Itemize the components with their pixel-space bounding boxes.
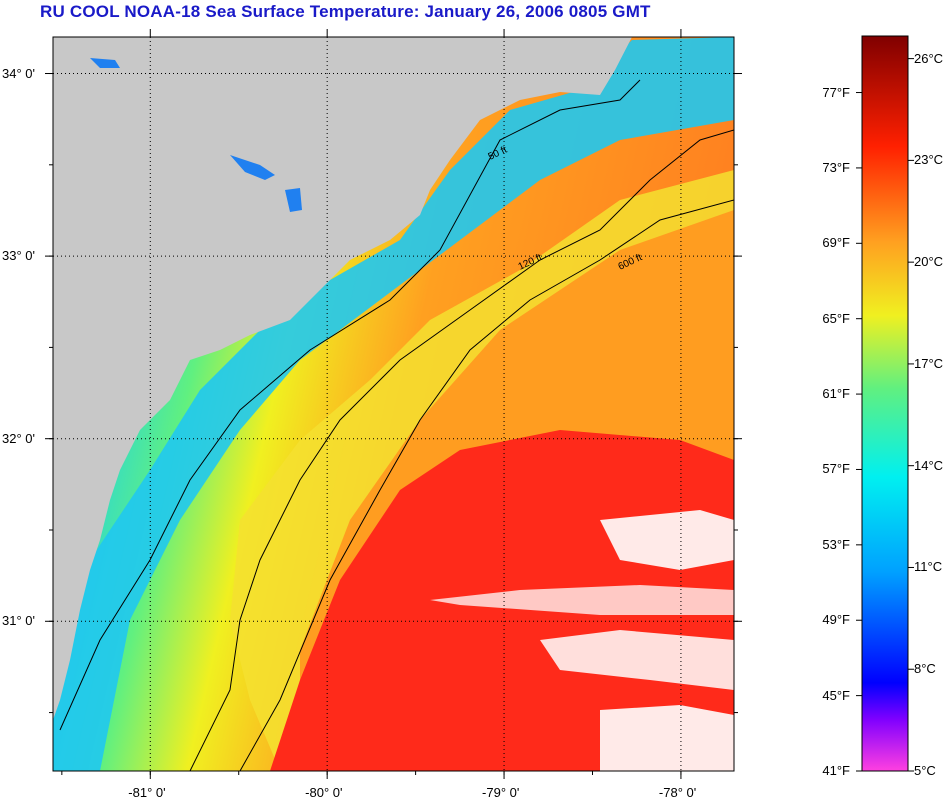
lon-label: -81° 0' — [128, 785, 166, 800]
contour-120ft — [189, 129, 734, 771]
map-title: RU COOL NOAA-18 Sea Surface Temperature:… — [40, 2, 651, 21]
colorbar-f-label: 57°F — [822, 461, 850, 477]
lat-label: 33° 0' — [2, 248, 35, 264]
colorbar-f-label: 41°F — [822, 763, 850, 778]
colorbar-f-label: 77°F — [822, 84, 850, 100]
cloud-patch — [600, 510, 734, 570]
lake — [90, 58, 120, 68]
colorbar-c-label: 26°C — [914, 50, 944, 66]
lon-label: -78° 0' — [658, 785, 697, 800]
colorbar-c-label: 11°C — [914, 559, 943, 575]
colorbar-c-label: 8°C — [914, 661, 936, 677]
colorbar-c-label: 17°C — [914, 355, 944, 371]
lat-label: 34° 0' — [2, 65, 35, 81]
colorbar-f-label: 65°F — [822, 310, 850, 326]
colorbar-c-label: 20°C — [914, 254, 944, 270]
land-area — [53, 37, 632, 720]
colorbar-ticks — [856, 58, 914, 772]
lat-label: 31° 0' — [2, 613, 35, 629]
cloud-patch — [430, 585, 734, 615]
graticule — [53, 37, 734, 771]
contour-lines — [59, 79, 734, 771]
lat-label: 32° 0' — [2, 430, 35, 446]
map-frame — [52, 36, 735, 772]
colorbar-c-label: 14°C — [914, 457, 944, 473]
colorbar-f-label: 45°F — [822, 687, 850, 703]
colorbar-f-label: 73°F — [822, 159, 850, 175]
lake — [285, 188, 302, 212]
contour-50ft — [59, 79, 641, 731]
colorbar-f-label: 53°F — [822, 536, 850, 552]
colorbar-f-label: 61°F — [822, 386, 850, 402]
cloud-patch — [600, 705, 734, 771]
colorbar-gradient — [861, 35, 909, 772]
colorbar-c-label: 5°C — [914, 763, 936, 778]
cloud-patch — [540, 630, 734, 690]
map-image — [53, 37, 734, 771]
lon-label: -80° 0' — [305, 785, 343, 800]
lon-label: -79° 0' — [482, 785, 520, 800]
lake — [230, 155, 275, 180]
coastal-cold-water — [53, 37, 734, 771]
colorbar-f-label: 69°F — [822, 235, 850, 251]
colorbar-f-label: 49°F — [822, 612, 850, 628]
contour-600ft — [239, 199, 734, 771]
colorbar-c-label: 23°C — [914, 152, 944, 168]
axis-ticks — [45, 29, 742, 779]
